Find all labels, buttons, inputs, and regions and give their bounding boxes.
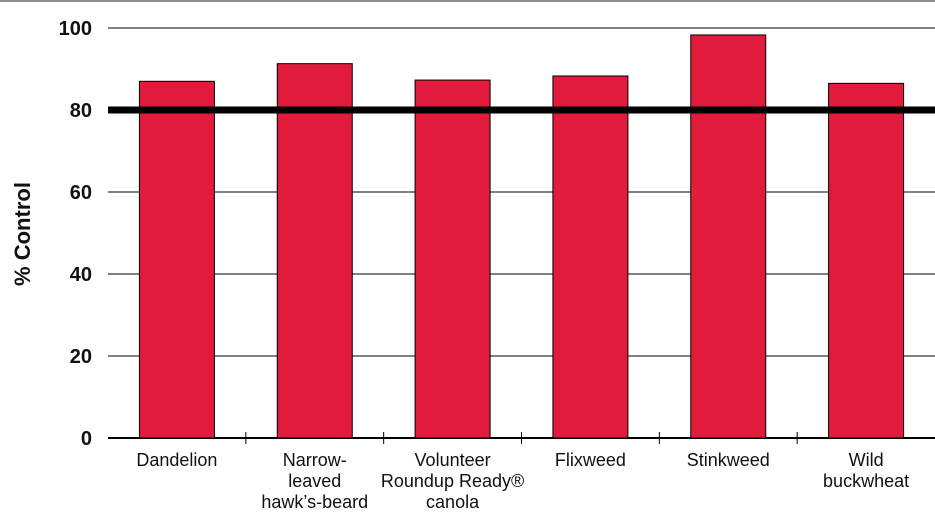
category-label-line: Roundup Ready® (381, 471, 524, 491)
bar (552, 75, 629, 439)
category-label-line: Dandelion (136, 450, 217, 470)
y-tick-label: 80 (70, 100, 92, 122)
category-label-line: Wild (849, 450, 884, 470)
y-tick-labels: 0 20 40 60 80 100 (59, 18, 92, 450)
category-label-line: Flixweed (555, 450, 626, 470)
y-axis-label: % Control (10, 182, 35, 286)
category-label: Wild buckwheat (823, 450, 909, 491)
y-tick-label: 20 (70, 346, 92, 368)
y-tick-label: 60 (70, 182, 92, 204)
category-labels: Dandelion Narrow-leaved hawk’s-beardVolunt… (136, 450, 909, 512)
category-label-line: leaved (288, 471, 341, 491)
category-label: Flixweed (555, 450, 626, 470)
category-label-line: Stinkweed (687, 450, 770, 470)
y-tick-label: 0 (81, 428, 92, 450)
y-tick-label: 40 (70, 264, 92, 286)
bars (138, 34, 905, 439)
category-label-line: buckwheat (823, 471, 909, 491)
bar (414, 79, 491, 439)
bar (276, 63, 353, 439)
category-label-line: canola (426, 492, 480, 512)
category-label-line: Volunteer (415, 450, 491, 470)
category-label: Stinkweed (687, 450, 770, 470)
category-label-line: Narrow- (283, 450, 347, 470)
bar (828, 82, 905, 439)
category-label: Narrow-leaved hawk’s-beard (261, 450, 368, 512)
bar (690, 34, 767, 439)
category-label-line: hawk’s-beard (261, 492, 368, 512)
category-label: Dandelion (136, 450, 217, 470)
y-tick-label: 100 (59, 18, 92, 40)
category-label: Volunteer Roundup Ready® canola (381, 450, 524, 512)
bar (138, 80, 215, 439)
x-tick-marks (245, 432, 798, 444)
